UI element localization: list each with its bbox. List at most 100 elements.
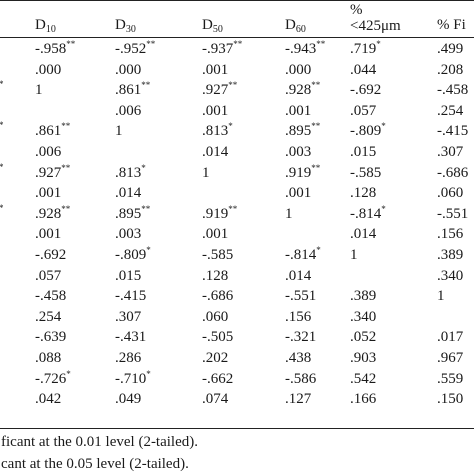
cell-value: .001 — [285, 102, 312, 119]
cell-value: .006 — [35, 144, 62, 160]
cell-value: .156 — [285, 308, 312, 325]
table-cell: -.415 — [437, 123, 468, 139]
cell-value: .128 — [350, 185, 377, 202]
cell-value: .438 — [285, 350, 312, 366]
cell-value: .307 — [437, 144, 464, 160]
cell-value: .559 — [437, 370, 464, 387]
cell-value: .895 — [115, 205, 142, 222]
cell-value: .014 — [285, 267, 312, 284]
significance-marker: ** — [228, 80, 238, 91]
table-cell: .014 — [115, 185, 141, 201]
row-lead-marker: * — [0, 203, 4, 221]
header-d30-base: D — [115, 17, 126, 33]
cell-value: -.814 — [285, 247, 317, 263]
cell-value: -.937 — [202, 41, 234, 57]
table-cell: .208 — [437, 62, 463, 78]
significance-marker: ** — [61, 121, 71, 132]
header-d60-base: D — [285, 17, 296, 33]
table-cell: .014 — [350, 226, 376, 242]
significance-marker: ** — [146, 39, 156, 49]
cell-value: .340 — [437, 267, 464, 284]
table-cell: .903 — [350, 350, 376, 366]
significance-marker: * — [141, 162, 146, 173]
table-cell: .006 — [115, 103, 141, 119]
cell-value: 1 — [437, 288, 445, 305]
footnote-05: cant at the 0.05 level (2-tailed). — [1, 456, 189, 472]
cell-value: .967 — [437, 350, 464, 366]
table-cell: .928** — [285, 81, 320, 99]
header-d30-sub: 30 — [125, 24, 136, 35]
cell-value: -.710 — [115, 370, 147, 387]
table-cell: -.585 — [202, 247, 233, 263]
cell-value: .542 — [350, 370, 377, 387]
table-cell: .254 — [35, 309, 61, 325]
cell-value: .057 — [35, 267, 62, 284]
significance-marker: ** — [311, 162, 321, 173]
table-cell: -.585 — [350, 165, 381, 181]
table-cell: .927** — [202, 80, 238, 99]
table-cell: .049 — [115, 391, 141, 407]
cell-value: -.431 — [115, 329, 147, 346]
table-cell: -.551 — [437, 206, 468, 222]
table-cell: .389 — [350, 288, 376, 304]
table-cell: -.692 — [35, 247, 66, 263]
significance-marker: ** — [61, 203, 71, 214]
table-cell: .166 — [350, 391, 376, 407]
table-cell: .000 — [35, 62, 61, 78]
cell-value: .208 — [437, 61, 464, 78]
cell-value: .861 — [35, 123, 62, 140]
table-cell: .389 — [437, 247, 463, 263]
table-cell: .001 — [202, 103, 228, 119]
cell-value: -.505 — [202, 329, 234, 346]
header-pct-line2: <425μm — [350, 18, 401, 34]
row-lead-star: * — [0, 120, 4, 130]
significance-marker: * — [146, 245, 151, 255]
table-cell: .001 — [285, 103, 311, 119]
cell-value: -.551 — [437, 205, 469, 222]
row-lead-star: * — [0, 162, 4, 172]
significance-marker: * — [381, 203, 386, 214]
table-cell: .001 — [202, 226, 228, 242]
table-cell: -.710* — [115, 369, 151, 387]
cell-value: .015 — [115, 267, 142, 284]
cell-value: .389 — [350, 288, 377, 305]
cell-value: -.551 — [285, 288, 317, 305]
cell-value: .895 — [285, 123, 312, 140]
table-cell: 1 — [35, 82, 43, 98]
cell-value: .000 — [285, 61, 312, 78]
table-cell: -.692 — [350, 82, 381, 98]
table-cell: .042 — [35, 391, 61, 407]
table-cell: .861** — [115, 81, 150, 99]
table-cell: .861** — [35, 121, 71, 140]
significance-marker: * — [316, 245, 321, 255]
cell-value: .813 — [115, 164, 142, 181]
row-lead-marker: * — [0, 79, 4, 97]
cell-value: -.809 — [350, 123, 382, 140]
cell-value: -.586 — [285, 370, 317, 387]
cell-value: -.958 — [35, 41, 67, 57]
table-cell: .001 — [202, 62, 228, 78]
row-lead-star: * — [0, 79, 4, 89]
cell-value: .919 — [202, 205, 229, 222]
cell-value: .156 — [437, 226, 464, 243]
cell-value: .389 — [437, 247, 464, 263]
significance-marker: * — [228, 121, 233, 132]
table-cell: .015 — [115, 268, 141, 284]
cell-value: .049 — [115, 391, 142, 408]
cell-value: .202 — [202, 350, 229, 366]
cell-value: .017 — [437, 329, 464, 346]
cell-value: .150 — [437, 391, 464, 408]
significance-marker: ** — [311, 121, 321, 132]
table-cell: -.958** — [35, 40, 75, 58]
header-pct-line1: % — [350, 2, 363, 18]
cell-value: .052 — [350, 329, 377, 346]
cell-value: .014 — [202, 144, 229, 160]
table-cell: -.686 — [202, 288, 233, 304]
cell-value: -.692 — [35, 247, 67, 263]
significance-marker: * — [66, 368, 71, 379]
table-cell: .088 — [35, 350, 61, 366]
cell-value: -.639 — [35, 329, 67, 346]
table-cell: 1 — [350, 247, 358, 263]
table-cell: -.505 — [202, 329, 233, 345]
table-cell: -.809* — [115, 245, 151, 264]
